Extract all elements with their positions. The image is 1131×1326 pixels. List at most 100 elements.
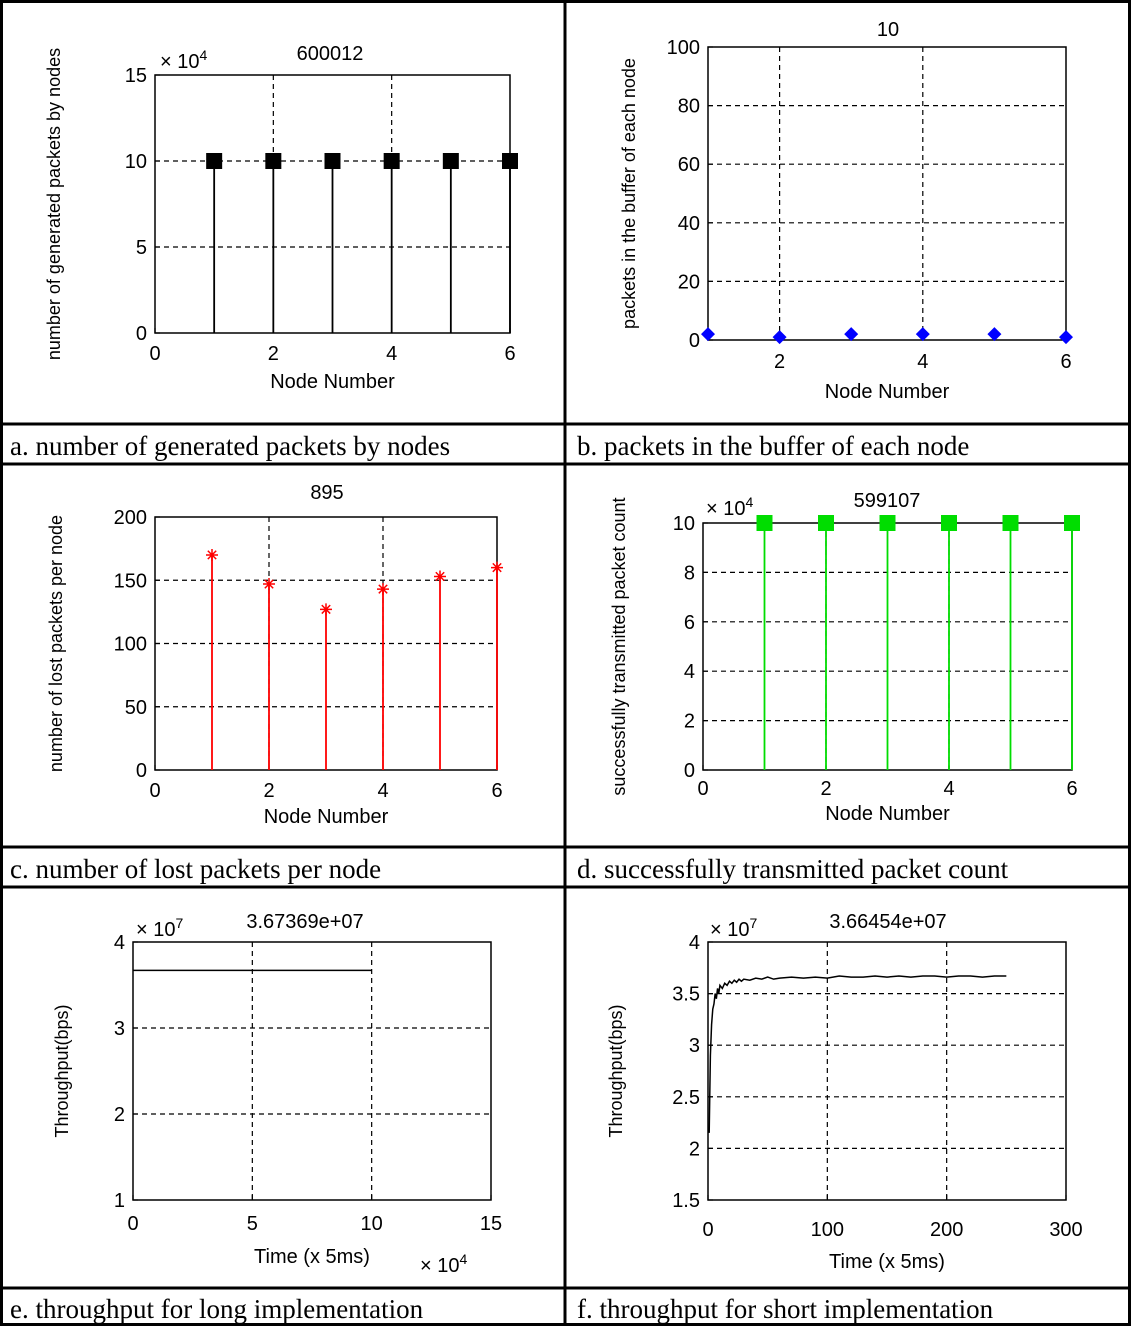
y-tick-label: 0 (136, 760, 147, 782)
x-tick-label: 4 (386, 343, 397, 365)
y-tick-label: 80 (678, 96, 700, 118)
chart-generated-packets: 0 2 4 6 0 5 10 15 600012 × 104 Node Number number o… (44, 43, 518, 393)
stem-marker (1064, 515, 1080, 531)
x-tick-label: 4 (377, 780, 388, 802)
stem-marker (915, 327, 930, 342)
x-axis-label: Time (x 5ms) (254, 1246, 370, 1268)
y-tick-label: 15 (125, 65, 147, 87)
x-tick-label: 6 (1060, 351, 1071, 373)
x-tick-label: 0 (697, 778, 708, 800)
chart-throughput-short: 0 100 200 300 1.5 2 2.5 3 3.5 4 3.66454e+07 × 107 Ti… (606, 911, 1083, 1273)
y-tick-label: 4 (114, 932, 125, 954)
chart-title: 895 (310, 482, 343, 504)
y-tick-label: 0 (684, 760, 695, 782)
y-tick-label: 20 (678, 271, 700, 293)
y-axis-label: number of lost packets per node (46, 515, 66, 772)
y-tick-label: 0 (136, 323, 147, 345)
y-tick-label: 3.5 (672, 984, 700, 1006)
y-tick-label: 100 (114, 634, 147, 656)
stem-marker (383, 153, 400, 169)
y-tick-label: 4 (684, 661, 695, 683)
y-scale-factor: × 104 (706, 494, 753, 520)
chart-transmitted-packets: 0 2 4 6 0 2 4 6 8 10 599107 × 104 Node Number success… (609, 490, 1080, 825)
axes-box (707, 941, 1067, 1201)
stem-marker (879, 515, 896, 531)
x-tick-label: 2 (268, 343, 279, 365)
y-tick-label: 5 (136, 237, 147, 259)
caption-d: d. successfully transmitted packet count (577, 854, 1009, 884)
y-axis-label: Throughput(bps) (606, 1004, 626, 1137)
stem-marker (1002, 515, 1019, 531)
x-tick-label: 6 (504, 343, 515, 365)
y-tick-label: 1.5 (672, 1190, 700, 1212)
stem-marker (818, 515, 834, 531)
stem-marker (701, 327, 715, 342)
y-tick-label: 4 (689, 932, 700, 954)
y-tick-label: 100 (667, 37, 700, 59)
stem-marker (320, 603, 332, 616)
y-tick-label: 10 (125, 151, 147, 173)
y-exponent: 7 (749, 915, 757, 931)
chart-title: 599107 (854, 490, 921, 512)
x-tick-label: 2 (263, 780, 274, 802)
caption-f: f. throughput for short implementation (577, 1294, 994, 1324)
y-exponent: 4 (745, 494, 753, 510)
y-tick-label: 10 (673, 513, 695, 535)
stem-marker (987, 327, 1002, 342)
stem-marker (434, 570, 446, 583)
x-tick-label: 0 (702, 1219, 713, 1241)
chart-title: 10 (877, 19, 899, 41)
y-axis-label: packets in the buffer of each node (619, 58, 639, 329)
stem-marker (263, 578, 275, 591)
y-scale-factor: × 104 (160, 47, 207, 73)
stem-marker (206, 153, 223, 169)
stem-marker (324, 153, 341, 169)
x-axis-label: Node Number (270, 371, 395, 393)
y-tick-label: 50 (125, 697, 147, 719)
caption-c: c. number of lost packets per node (10, 854, 381, 884)
x-tick-label: 0 (149, 343, 160, 365)
x-scale-factor: × 104 (420, 1251, 467, 1277)
stem-marker (206, 548, 218, 561)
stem-marker (502, 153, 518, 169)
stem-marker (377, 583, 389, 596)
y-axis-label: Throughput(bps) (52, 1004, 72, 1137)
x-axis-label: Node Number (264, 806, 389, 828)
y-tick-label: 2 (114, 1104, 125, 1126)
y-exponent: 4 (199, 47, 207, 63)
x-tick-label: 200 (930, 1219, 963, 1241)
y-tick-label: 3 (689, 1035, 700, 1057)
x-tick-label: 100 (811, 1219, 844, 1241)
x-axis-label: Time (x 5ms) (829, 1251, 945, 1273)
y-tick-label: 2 (689, 1138, 700, 1160)
y-tick-label: 8 (684, 562, 695, 584)
x-tick-label: 0 (127, 1213, 138, 1235)
axes-box (132, 941, 492, 1201)
caption-e: e. throughput for long implementation (10, 1294, 424, 1324)
x-tick-label: 10 (361, 1213, 383, 1235)
caption-a: a. number of generated packets by nodes (10, 431, 450, 461)
x-tick-label: 6 (1066, 778, 1077, 800)
x-tick-label: 2 (774, 351, 785, 373)
x-tick-label: 5 (247, 1213, 258, 1235)
chart-lost-packets: 0 2 4 6 0 50 100 150 200 895 Node Number number of … (46, 482, 503, 828)
stem-marker (491, 561, 503, 574)
chart-title: 3.66454e+07 (829, 911, 946, 933)
x-tick-label: 4 (917, 351, 928, 373)
stem-marker (756, 515, 773, 531)
x-exponent: 4 (459, 1251, 467, 1267)
stem-marker (941, 515, 957, 531)
axes-box (707, 46, 1067, 341)
y-tick-label: 2 (684, 711, 695, 733)
x-tick-label: 300 (1049, 1219, 1082, 1241)
y-axis-label: successfully transmitted packet count (609, 497, 629, 795)
y-tick-label: 60 (678, 154, 700, 176)
chart-title: 3.67369e+07 (246, 911, 363, 933)
y-tick-label: 3 (114, 1018, 125, 1040)
y-exponent: 7 (175, 915, 183, 931)
y-tick-label: 200 (114, 507, 147, 529)
x-axis-label: Node Number (825, 803, 950, 825)
stem-marker (265, 153, 282, 169)
